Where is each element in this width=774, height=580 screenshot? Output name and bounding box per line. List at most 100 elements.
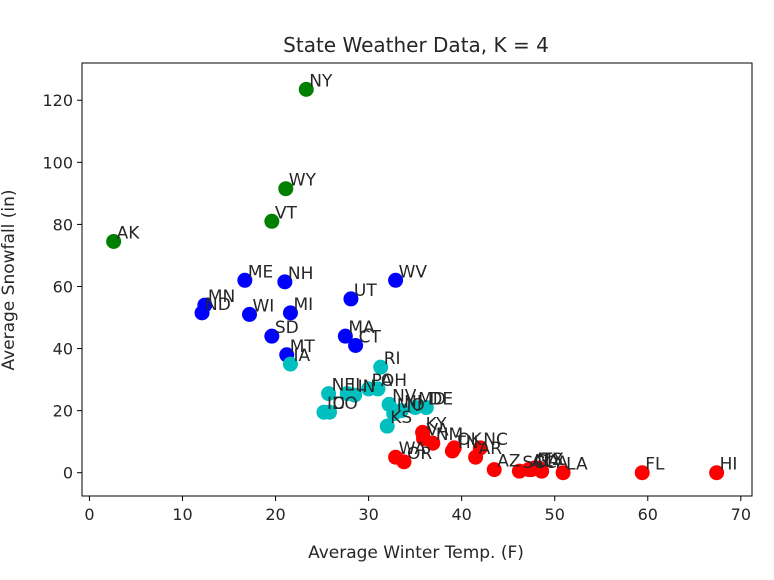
y-tick-label: 80	[53, 215, 73, 234]
point-label: OK	[457, 430, 482, 450]
point-label: MN	[208, 287, 235, 307]
point-label: ID	[327, 394, 345, 414]
point-label: IL	[350, 376, 365, 396]
data-point	[407, 400, 423, 416]
point-label: KS	[390, 408, 412, 428]
point-label: SC	[522, 453, 545, 473]
data-point	[468, 449, 484, 465]
point-label: SD	[275, 318, 299, 338]
point-label: AK	[117, 223, 141, 243]
point-label: AL	[532, 452, 554, 472]
data-point	[379, 418, 395, 434]
point-label: WA	[399, 439, 427, 459]
point-label: GA	[534, 452, 559, 472]
point-label: RI	[384, 349, 401, 369]
point-label: NJ	[404, 393, 422, 413]
data-point	[396, 454, 412, 470]
data-point	[278, 181, 294, 197]
data-point	[322, 404, 338, 420]
point-label: HI	[720, 455, 738, 475]
y-tick-label: 60	[53, 277, 73, 296]
data-point	[388, 272, 404, 288]
x-tick-label: 10	[172, 505, 192, 524]
point-label: IN	[358, 377, 376, 397]
data-point	[277, 274, 293, 290]
data-point	[343, 291, 359, 307]
points-layer	[106, 81, 725, 481]
point-label: TN	[454, 433, 478, 453]
point-label: CT	[359, 327, 382, 347]
chart-title: State Weather Data, K = 4	[283, 33, 549, 57]
point-label: WY	[289, 171, 317, 191]
data-point	[347, 387, 363, 403]
point-label: WV	[399, 262, 428, 282]
data-point	[348, 337, 364, 353]
y-tick-label: 0	[63, 464, 73, 483]
data-point	[534, 463, 550, 479]
data-point	[386, 406, 402, 422]
data-point	[444, 443, 460, 459]
data-point	[264, 328, 280, 344]
point-label: DE	[429, 390, 453, 410]
point-label: MO	[397, 396, 425, 416]
plot-frame	[81, 62, 753, 497]
y-axis-label: Average Snowfall (in)	[0, 189, 19, 370]
data-point	[486, 462, 502, 478]
y-tick-label: 40	[53, 340, 73, 359]
point-label: KY	[426, 414, 448, 434]
data-point	[242, 306, 257, 322]
data-point	[298, 81, 314, 97]
data-point	[370, 381, 386, 397]
point-label: AZ	[497, 452, 520, 472]
point-label: NY	[309, 71, 333, 91]
x-tick-label: 30	[358, 505, 378, 524]
point-label: ME	[248, 262, 273, 282]
point-label: OH	[381, 371, 407, 391]
data-point	[237, 272, 253, 288]
point-label: ND	[205, 295, 231, 315]
point-label: MD	[418, 390, 446, 410]
point-label: VA	[427, 421, 450, 441]
point-label: PA	[372, 371, 393, 391]
y-tick-label: 20	[53, 402, 73, 421]
data-point	[337, 328, 353, 344]
point-label: CO	[333, 394, 358, 414]
point-label: OR	[407, 444, 432, 464]
point-label: CA	[545, 453, 569, 473]
point-label: MT	[290, 337, 316, 357]
data-point	[634, 465, 650, 481]
y-axis-ticks: 0 20 40 60 80 100 120	[42, 91, 82, 483]
point-label: NC	[483, 430, 508, 450]
data-point	[106, 233, 122, 249]
data-point	[282, 305, 298, 321]
point-label: NH	[288, 264, 314, 284]
point-label: VT	[275, 203, 298, 223]
data-point	[555, 465, 571, 481]
point-label: NE	[332, 376, 355, 396]
x-tick-label: 60	[638, 505, 658, 524]
data-point	[194, 305, 210, 321]
point-label: MI	[293, 295, 313, 315]
point-label: NV	[392, 386, 417, 406]
data-point	[282, 356, 298, 372]
x-tick-label: 40	[451, 505, 471, 524]
point-label: WI	[253, 296, 275, 316]
data-point	[425, 435, 441, 451]
data-point	[709, 465, 725, 481]
x-tick-label: 70	[731, 505, 751, 524]
data-point	[373, 359, 389, 375]
x-axis-ticks: 0 10 20 30 40 50 60 70	[84, 496, 751, 524]
x-tick-label: 0	[84, 505, 94, 524]
point-label: UT	[354, 281, 377, 301]
data-point	[321, 386, 337, 402]
point-label: AR	[479, 439, 503, 459]
data-point	[521, 462, 537, 478]
point-label: TX	[541, 450, 564, 470]
point-label: NM	[436, 425, 463, 445]
point-label: MS	[537, 450, 562, 470]
point-label: FL	[645, 455, 665, 475]
data-point	[264, 213, 280, 229]
